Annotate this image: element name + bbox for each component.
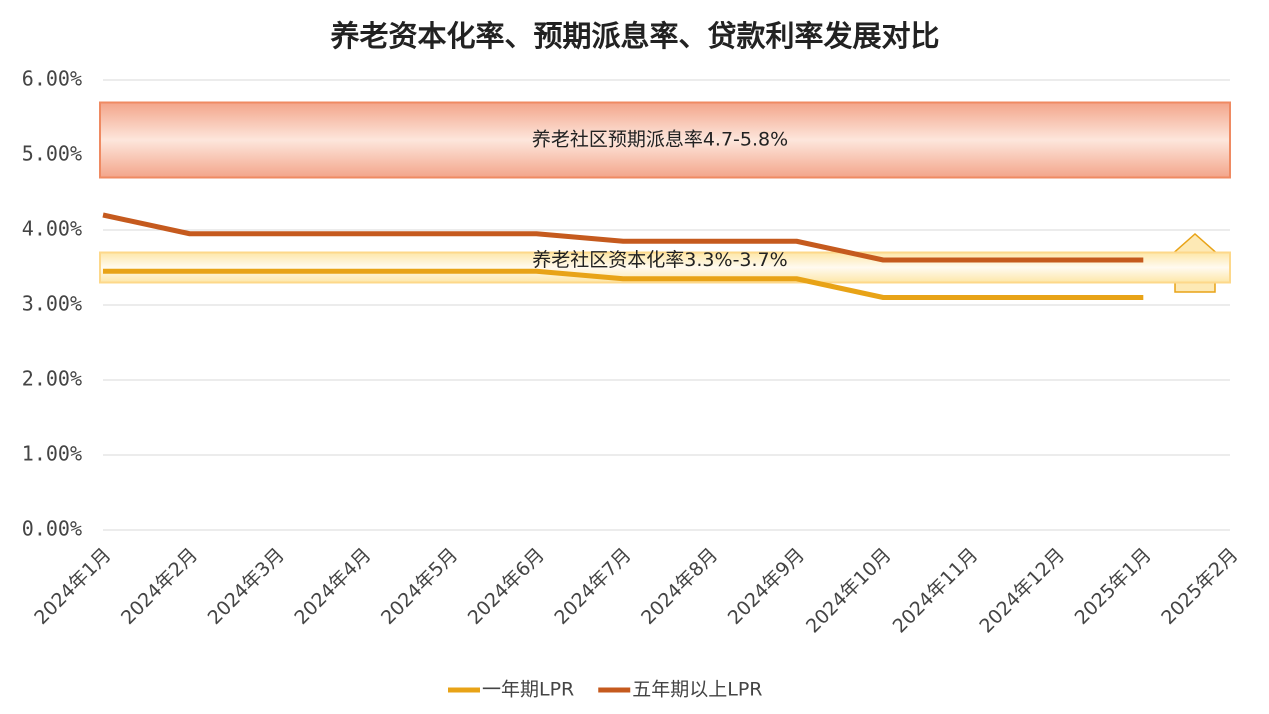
y-tick-label: 3.00%	[22, 292, 82, 316]
x-tick-label: 2024年4月	[290, 544, 375, 629]
y-tick-label: 5.00%	[22, 142, 82, 166]
x-tick-label: 2025年2月	[1157, 544, 1242, 629]
y-tick-label: 1.00%	[22, 442, 82, 466]
x-tick-label: 2024年6月	[464, 544, 549, 629]
y-tick-label: 4.00%	[22, 217, 82, 241]
x-tick-label: 2024年3月	[204, 544, 289, 629]
x-tick-label: 2024年9月	[724, 544, 809, 629]
x-tick-label: 2025年1月	[1071, 544, 1156, 629]
x-tick-label: 2024年11月	[889, 544, 983, 638]
x-tick-label: 2024年2月	[117, 544, 202, 629]
legend: 一年期LPR 五年期以上LPR	[448, 679, 763, 701]
y-tick-label: 2.00%	[22, 367, 82, 391]
series-line	[102, 212, 1144, 263]
chart-title: 养老资本化率、预期派息率、贷款利率发展对比	[330, 19, 939, 53]
band	[99, 101, 1231, 179]
x-tick-label: 2024年10月	[802, 544, 896, 638]
legend-label: 一年期LPR	[482, 679, 574, 701]
x-tick-label: 2024年5月	[377, 544, 462, 629]
x-tick-label: 2024年1月	[30, 544, 115, 629]
y-tick-label: 6.00%	[22, 67, 82, 91]
series-line	[103, 268, 1144, 300]
band-label: 养老社区预期派息率4.7-5.8%	[532, 129, 788, 151]
x-tick-label: 2024年8月	[637, 544, 722, 629]
x-tick-label: 2024年12月	[975, 544, 1069, 638]
band-label: 养老社区资本化率3.3%-3.7%	[532, 249, 787, 271]
legend-label: 五年期以上LPR	[632, 679, 762, 701]
y-tick-label: 0.00%	[22, 517, 82, 541]
x-tick-label: 2024年7月	[550, 544, 635, 629]
